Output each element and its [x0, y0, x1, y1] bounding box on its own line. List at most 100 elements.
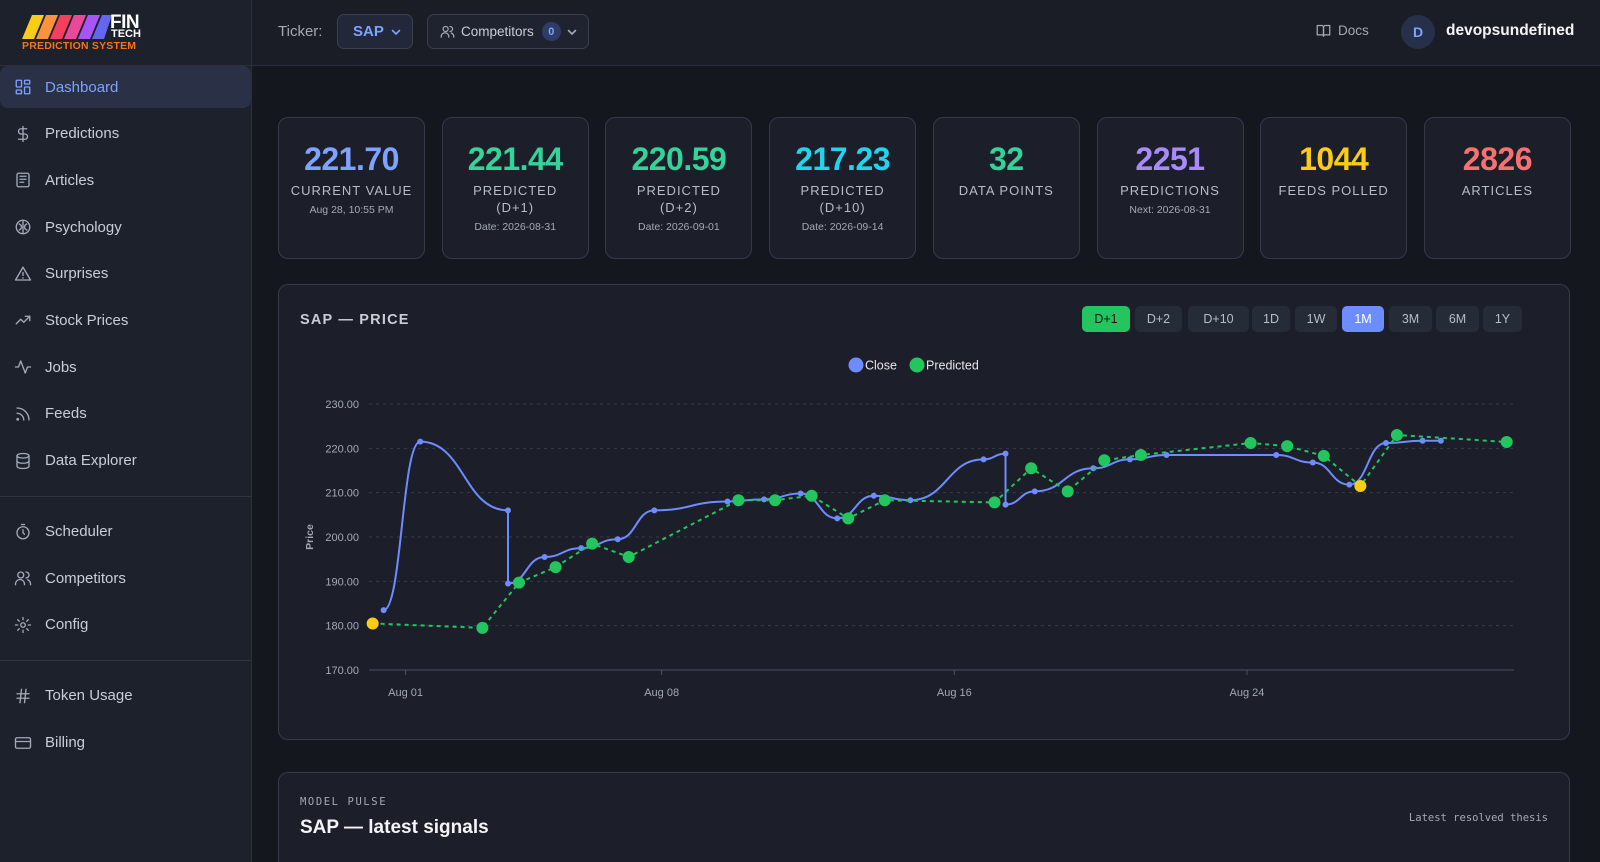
- x-tick-label: Aug 24: [1230, 687, 1265, 699]
- docs-link[interactable]: Docs: [1316, 23, 1369, 38]
- sidebar-item-label: Articles: [45, 171, 95, 189]
- database-icon: [13, 451, 33, 471]
- range-button-1w[interactable]: 1W: [1295, 306, 1337, 332]
- range-button-1m[interactable]: 1M: [1342, 306, 1384, 332]
- sidebar-item-token-usage[interactable]: Token Usage: [0, 675, 251, 717]
- predicted-point: [842, 512, 855, 525]
- stat-subtext: Date: 2026-09-14: [801, 221, 884, 233]
- close-point: [1163, 451, 1170, 458]
- close-point: [1031, 488, 1038, 495]
- range-button-dplus1[interactable]: D+1: [1082, 306, 1130, 332]
- newspaper-icon: [13, 170, 33, 190]
- predicted-point: [878, 494, 891, 507]
- ticker-select[interactable]: SAP: [337, 14, 413, 49]
- y-tick-label: 200.00: [325, 532, 359, 544]
- stat-value: 221.44: [467, 141, 563, 177]
- sidebar-item-psychology[interactable]: Psychology: [0, 206, 251, 248]
- competitors-select[interactable]: Competitors 0: [427, 14, 589, 49]
- sidebar-item-config[interactable]: Config: [0, 604, 251, 646]
- logo-fin-text: FIN: [110, 12, 140, 33]
- range-button-6m[interactable]: 6M: [1436, 306, 1479, 332]
- predicted-series-line: [372, 434, 1507, 629]
- sidebar-item-jobs[interactable]: Jobs: [0, 346, 251, 388]
- predicted-point: [549, 561, 562, 574]
- predicted-point: [988, 496, 1001, 509]
- range-button-dplus2[interactable]: D+2: [1135, 306, 1182, 332]
- close-point: [870, 492, 877, 499]
- stat-label: PREDICTED (D+2): [636, 183, 721, 215]
- chart-title: SAP — PRICE: [300, 312, 410, 328]
- model-pulse-card: MODEL PULSE SAP — latest signals Latest …: [278, 772, 1570, 862]
- range-button-dplus10[interactable]: D+10: [1188, 306, 1249, 332]
- close-point: [1437, 437, 1444, 444]
- sidebar-item-competitors[interactable]: Competitors: [0, 557, 251, 599]
- y-axis-label: Price: [304, 524, 316, 550]
- ticker-label: Ticker:: [278, 23, 323, 40]
- sidebar-item-stock-prices[interactable]: Stock Prices: [0, 299, 251, 341]
- pulse-kicker: MODEL PULSE: [300, 796, 388, 808]
- sidebar-item-label: Predictions: [45, 125, 120, 143]
- stat-value: 217.23: [795, 141, 891, 177]
- sidebar-item-label: Feeds: [45, 405, 87, 423]
- close-point: [1273, 451, 1280, 458]
- predicted-point: [1061, 485, 1074, 498]
- close-point: [1126, 456, 1133, 463]
- dollar-icon: [13, 124, 33, 144]
- close-point: [505, 580, 512, 587]
- book-icon: [1316, 24, 1331, 37]
- docs-label: Docs: [1338, 23, 1369, 38]
- price-chart-card: 230.00 220.00 210.00 200.00 190.00 180.00 170.…: [278, 284, 1570, 740]
- stat-label: PREDICTIONS: [1120, 183, 1220, 198]
- y-tick-label: 230.00: [325, 399, 359, 411]
- sidebar-item-label: Psychology: [45, 218, 122, 236]
- warning-icon: [13, 264, 33, 284]
- sidebar: FIN TECH PREDICTION SYSTEM Dashboard Pred…: [0, 0, 252, 862]
- username[interactable]: devopsundefined: [1446, 22, 1575, 39]
- brand-logo[interactable]: FIN TECH PREDICTION SYSTEM: [0, 0, 251, 66]
- stat-label: CURRENT VALUE: [290, 183, 413, 198]
- range-button-1y[interactable]: 1Y: [1483, 306, 1522, 332]
- sidebar-item-articles[interactable]: Articles: [0, 159, 251, 201]
- close-point: [797, 490, 804, 497]
- stat-value: 221.70: [304, 141, 399, 177]
- y-tick-label: 180.00: [325, 621, 359, 633]
- sidebar-item-surprises[interactable]: Surprises: [0, 253, 251, 295]
- stat-subtext: Date: 2026-09-01: [638, 221, 720, 233]
- predicted-point: [1390, 429, 1403, 442]
- stat-label: ARTICLES: [1461, 183, 1534, 198]
- sidebar-item-scheduler[interactable]: Scheduler: [0, 511, 251, 553]
- range-button-3m[interactable]: 3M: [1389, 306, 1432, 332]
- sidebar-item-label: Config: [45, 616, 89, 634]
- x-tick-label: Aug 16: [937, 687, 972, 699]
- legend-label: Predicted: [926, 359, 979, 373]
- close-point: [1309, 459, 1316, 466]
- sidebar-item-dashboard[interactable]: Dashboard: [0, 66, 251, 108]
- close-point: [907, 497, 914, 504]
- sidebar-item-data-explorer[interactable]: Data Explorer: [0, 440, 251, 482]
- predicted-point: [512, 576, 525, 589]
- predicted-point: [1244, 437, 1257, 450]
- stat-card: 221.70 CURRENT VALUE Aug 28, 10:55 PM: [278, 117, 425, 259]
- topbar: Ticker: SAP Competitors 0 Docs D devopsu…: [252, 0, 1600, 66]
- stat-value: 32: [989, 141, 1024, 177]
- y-tick-label: 210.00: [325, 488, 359, 500]
- close-point: [1419, 437, 1426, 444]
- predicted-point: [622, 550, 635, 563]
- sidebar-item-billing[interactable]: Billing: [0, 722, 251, 764]
- stat-card: 220.59 PREDICTED (D+2) Date: 2026-09-01: [605, 117, 753, 259]
- sidebar-item-predictions[interactable]: Predictions: [0, 113, 251, 155]
- x-tick-label: Aug 01: [388, 687, 423, 699]
- predicted-point: [1281, 440, 1294, 453]
- predicted-point: [586, 537, 599, 550]
- stat-value: 2826: [1462, 141, 1533, 177]
- user-avatar[interactable]: D: [1401, 15, 1435, 49]
- predicted-point: [1134, 448, 1147, 461]
- sidebar-item-feeds[interactable]: Feeds: [0, 393, 251, 435]
- hash-icon: [13, 686, 33, 706]
- logo-stripes-icon: [22, 15, 112, 39]
- range-button-1d[interactable]: 1D: [1252, 306, 1290, 332]
- close-point: [724, 498, 731, 505]
- predicted-point: [805, 489, 818, 502]
- stat-card: 217.23 PREDICTED (D+10) Date: 2026-09-14: [769, 117, 917, 259]
